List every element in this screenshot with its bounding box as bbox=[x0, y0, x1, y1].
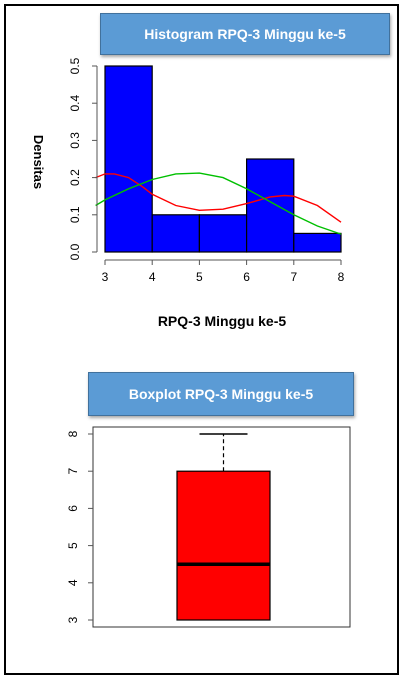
histogram-y-tick-label: 0.1 bbox=[68, 206, 82, 223]
histogram-title: Histogram RPQ-3 Minggu ke-5 bbox=[100, 13, 390, 55]
boxplot-plot: 3 4 5 6 7 8 bbox=[66, 426, 351, 628]
boxplot-y-tick-label: 4 bbox=[66, 579, 80, 586]
histogram-y-tick-label: 0.3 bbox=[68, 132, 82, 149]
histogram-x-tick-label: 8 bbox=[338, 270, 345, 284]
histogram-bar bbox=[198, 214, 248, 253]
boxplot-y-tick-label: 7 bbox=[66, 468, 80, 475]
histogram-bar bbox=[246, 158, 295, 253]
histogram-y-tick-label: 0.5 bbox=[68, 57, 82, 74]
histogram-plot: 3 4 5 6 7 8 0.0 0.1 0.2 0.3 0.4 0.5 bbox=[68, 57, 345, 284]
boxplot-y-tick-label: 8 bbox=[66, 430, 80, 437]
boxplot-y-tick-label: 6 bbox=[66, 505, 80, 512]
histogram-x-tick-label: 7 bbox=[290, 270, 297, 284]
boxplot-y-tick-label: 3 bbox=[66, 616, 80, 623]
histogram-x-tick-label: 5 bbox=[196, 270, 203, 284]
boxplot-title: Boxplot RPQ-3 Minggu ke-5 bbox=[88, 372, 354, 416]
histogram-y-axis-label: Densitas bbox=[31, 135, 46, 189]
density-curve-1 bbox=[95, 173, 342, 223]
histogram-y-tick-label: 0.4 bbox=[68, 95, 82, 112]
boxplot-y-tick-label: 5 bbox=[66, 542, 80, 549]
histogram-x-axis-label: RPQ-3 Minggu ke-5 bbox=[158, 313, 287, 329]
histogram-x-tick-label: 4 bbox=[149, 270, 156, 284]
histogram-x-tick-label: 6 bbox=[243, 270, 250, 284]
histogram-y-tick-label: 0.2 bbox=[68, 169, 82, 186]
histogram-bar bbox=[104, 65, 153, 253]
density-curve-2 bbox=[95, 172, 342, 235]
boxplot-box bbox=[176, 470, 271, 621]
boxplot-frame bbox=[92, 426, 351, 628]
histogram-bar bbox=[151, 214, 200, 253]
histogram-bar bbox=[293, 232, 342, 253]
histogram-x-tick-label: 3 bbox=[102, 270, 109, 284]
histogram-y-tick-label: 0.0 bbox=[68, 243, 82, 260]
